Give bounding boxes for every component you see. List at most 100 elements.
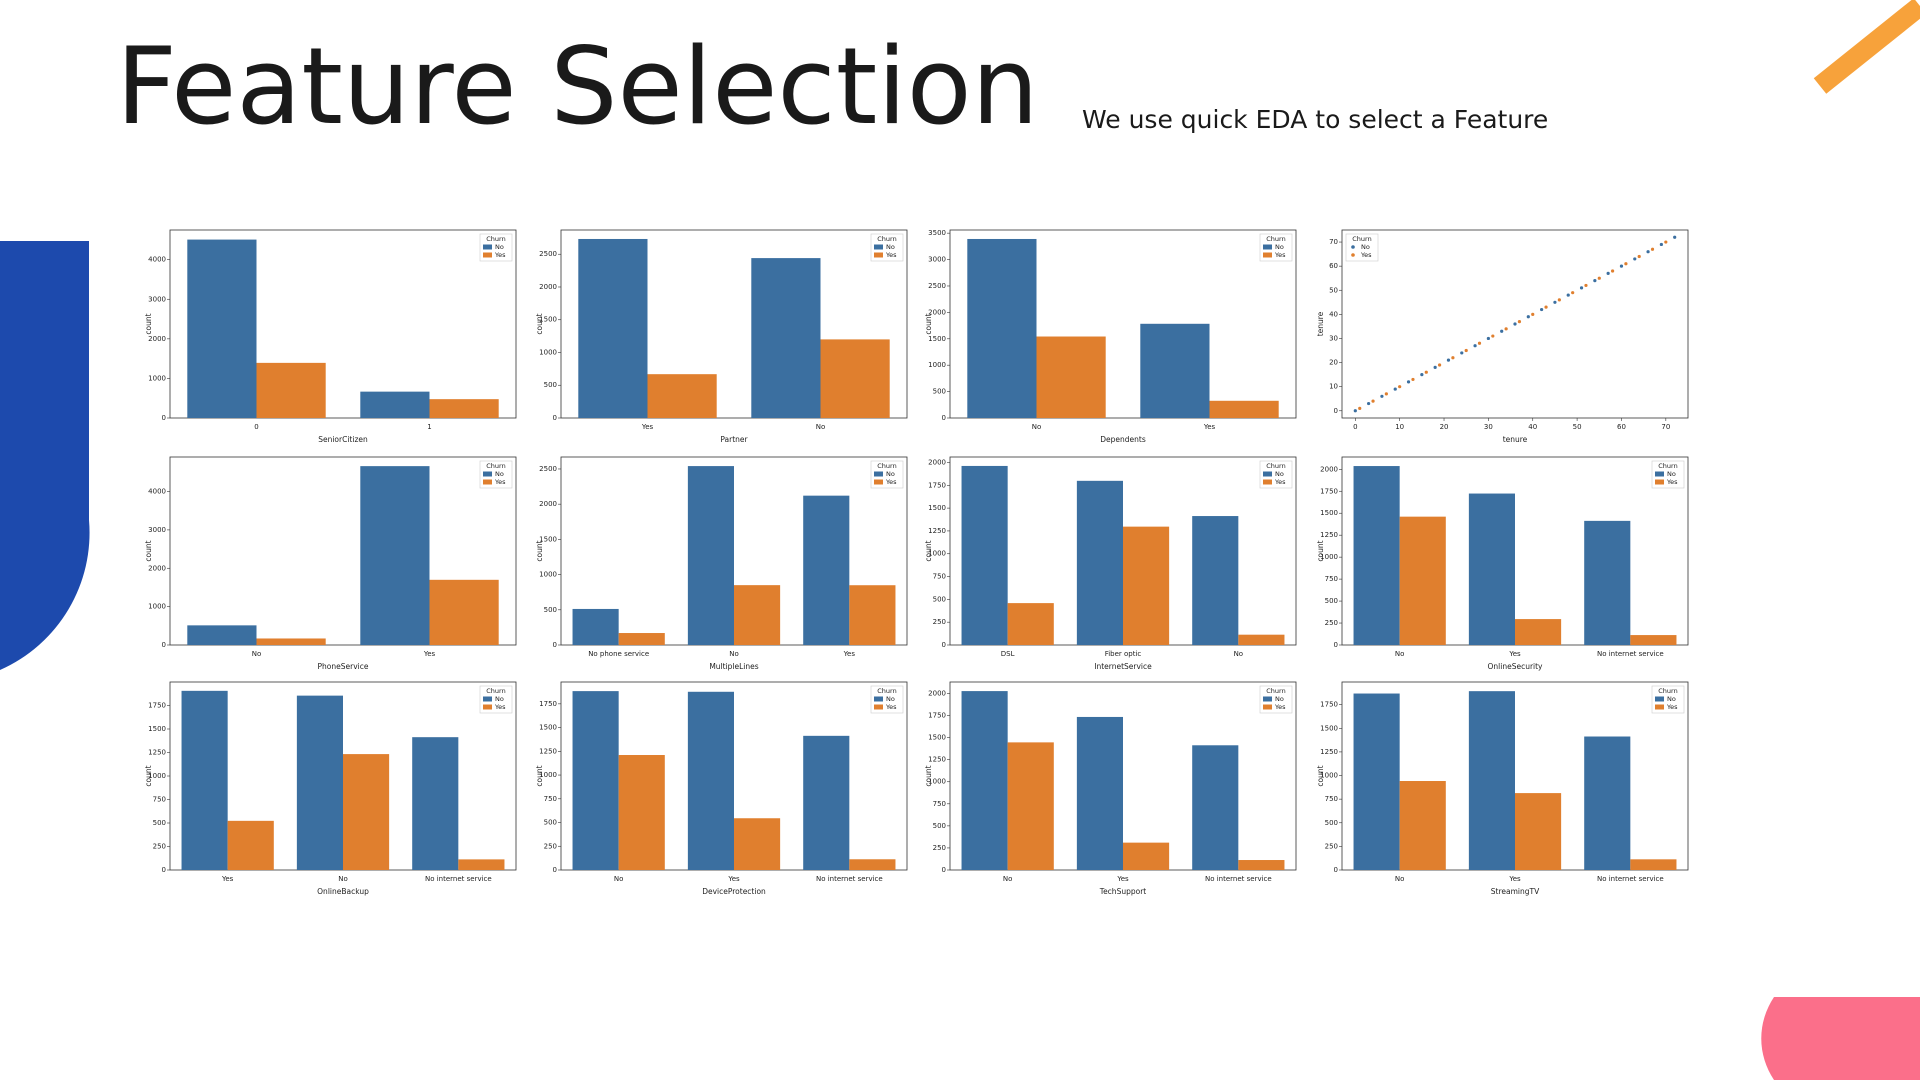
y-axis-label: count xyxy=(144,540,153,561)
legend-label: Yes xyxy=(885,703,897,711)
scatter-point xyxy=(1544,305,1548,309)
x-tick-label: No xyxy=(1234,650,1244,658)
bar xyxy=(618,755,665,870)
bar xyxy=(961,691,1008,870)
scatter-point xyxy=(1610,269,1615,273)
bar xyxy=(578,238,648,418)
y-tick-label: 2000 xyxy=(148,564,166,572)
y-axis-label: count xyxy=(1316,540,1325,561)
y-tick-label: 2000 xyxy=(539,283,557,291)
y-tick-label: 1000 xyxy=(539,771,557,779)
legend-label: Yes xyxy=(885,478,897,486)
scatter-point xyxy=(1380,394,1384,398)
bar xyxy=(1238,860,1285,870)
y-tick-label: 3000 xyxy=(148,526,166,534)
x-tick-label: Yes xyxy=(1116,875,1129,883)
bar xyxy=(256,638,326,645)
legend-title: Churn xyxy=(486,687,505,695)
chart-panel: 0 250 500 750 1000 1250 1500 1750 count DevicePro… xyxy=(535,681,908,896)
y-tick-label: 0 xyxy=(942,866,946,874)
bar xyxy=(1630,635,1677,645)
x-tick-label: No internet service xyxy=(425,875,492,883)
y-tick-label: 3000 xyxy=(148,295,166,303)
y-tick-label: 60 xyxy=(1329,262,1338,270)
x-axis-label: SeniorCitizen xyxy=(318,435,368,444)
chart-panel: 0 250 500 750 1000 1250 1500 1750 2000 count TechS… xyxy=(924,681,1297,896)
legend-title: Churn xyxy=(877,687,896,695)
bar xyxy=(1515,619,1562,645)
x-tick-label: Yes xyxy=(843,650,856,658)
y-tick-label: 2500 xyxy=(539,250,557,258)
bar xyxy=(849,859,896,870)
y-tick-label: 1000 xyxy=(928,778,946,786)
scatter-point xyxy=(1451,356,1455,360)
y-tick-label: 1750 xyxy=(1320,487,1338,495)
x-tick-label: No internet service xyxy=(1597,875,1664,883)
bar xyxy=(1192,516,1239,645)
chart-panel: 0 500 1000 1500 2000 2500 count MultipleLines No… xyxy=(535,456,908,671)
y-tick-label: 4000 xyxy=(148,256,166,264)
slide-subtitle: We use quick EDA to select a Feature xyxy=(1082,105,1548,134)
legend-swatch xyxy=(874,696,883,702)
y-tick-label: 500 xyxy=(153,819,166,827)
legend-label: No xyxy=(1275,243,1284,251)
x-tick-label: 30 xyxy=(1484,423,1493,431)
scatter-point xyxy=(1367,401,1371,406)
y-tick-label: 1500 xyxy=(539,724,557,732)
bar xyxy=(256,362,326,418)
scatter-point xyxy=(1646,250,1650,254)
y-tick-label: 30 xyxy=(1329,334,1338,342)
y-tick-label: 750 xyxy=(1325,575,1338,583)
x-axis-label: Partner xyxy=(720,435,748,444)
legend-title: Churn xyxy=(486,235,505,243)
x-tick-label: Yes xyxy=(1508,875,1521,883)
y-tick-label: 1250 xyxy=(148,749,166,757)
y-tick-label: 1750 xyxy=(928,481,946,489)
bar xyxy=(618,633,665,645)
x-tick-label: 0 xyxy=(254,423,258,431)
scatter-point xyxy=(1593,279,1597,283)
scatter-point xyxy=(1446,358,1451,362)
y-tick-label: 0 xyxy=(553,866,557,874)
scatter-point xyxy=(1504,327,1508,331)
legend-title: Churn xyxy=(1266,462,1285,470)
bar xyxy=(1353,693,1400,870)
bar xyxy=(360,391,430,418)
y-tick-label: 1000 xyxy=(148,603,166,611)
bar xyxy=(1584,736,1631,870)
legend-swatch xyxy=(1655,479,1664,485)
y-tick-label: 1750 xyxy=(539,700,557,708)
y-tick-label: 2500 xyxy=(928,282,946,290)
bar xyxy=(687,691,734,870)
y-axis-label: count xyxy=(1316,765,1325,786)
x-tick-label: No xyxy=(1395,650,1405,658)
chart-panel: 0 10 20 30 40 50 60 70 tenure tenure 0 10 20 30 40 50 60… xyxy=(1316,229,1689,444)
y-tick-label: 500 xyxy=(933,388,946,396)
legend-label: Yes xyxy=(1274,703,1286,711)
y-tick-label: 1500 xyxy=(928,504,946,512)
bar xyxy=(1123,526,1170,645)
scatter-point xyxy=(1540,307,1544,312)
scatter-point xyxy=(1433,365,1437,369)
bar xyxy=(1007,603,1054,645)
legend-swatch xyxy=(483,704,492,710)
x-tick-label: 40 xyxy=(1528,423,1537,431)
legend-label: No xyxy=(1275,695,1284,703)
y-tick-label: 500 xyxy=(933,822,946,830)
bar xyxy=(803,495,850,645)
y-tick-label: 1500 xyxy=(539,316,557,324)
y-axis-label: count xyxy=(924,313,933,334)
scatter-point xyxy=(1566,293,1570,297)
x-axis-label: Dependents xyxy=(1100,435,1146,444)
x-axis-label: tenure xyxy=(1503,435,1528,444)
bar xyxy=(429,399,499,418)
y-tick-label: 2500 xyxy=(539,465,557,473)
legend-swatch xyxy=(1351,245,1355,249)
legend-title: Churn xyxy=(1658,462,1677,470)
y-tick-label: 750 xyxy=(933,800,946,808)
scatter-point xyxy=(1384,392,1388,396)
y-tick-label: 250 xyxy=(544,842,557,850)
bar xyxy=(187,239,257,418)
legend-swatch xyxy=(874,471,883,477)
